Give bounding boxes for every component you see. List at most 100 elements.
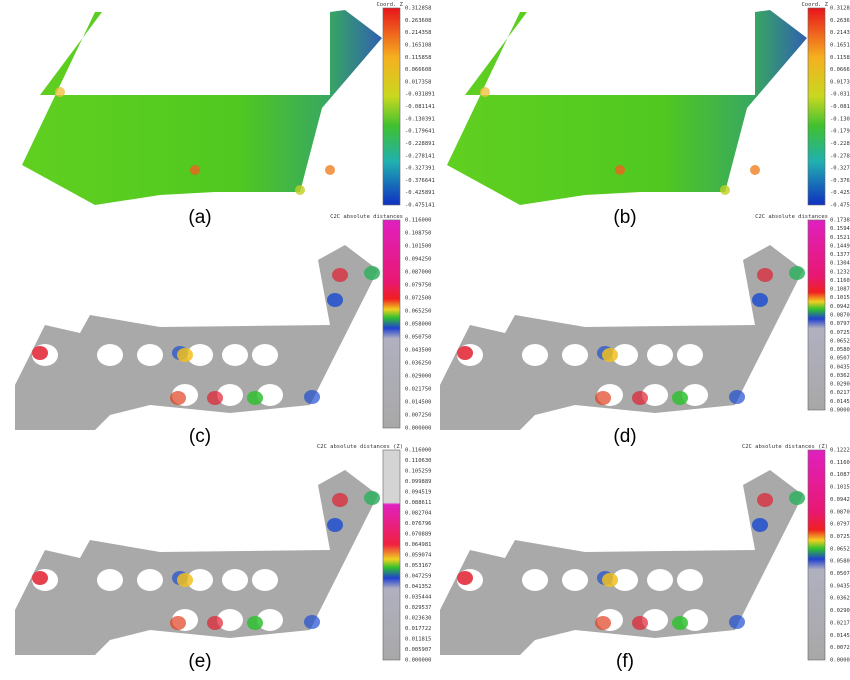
colorbar-label: 0.007250 — [405, 413, 432, 419]
colorbar-label: 0.036250 — [830, 373, 850, 379]
colorbar-label: -0.278141 — [830, 153, 850, 159]
colorbar-label: 0.007250 — [830, 645, 850, 651]
colorbar-label: 0.165108 — [405, 42, 432, 48]
colorbar-label: 0.014500 — [830, 633, 850, 639]
colorbar-label: -0.376641 — [405, 178, 435, 184]
colorbar-label: 0.000000 — [830, 408, 850, 414]
colorbar-label: 0.000000 — [405, 658, 432, 664]
arch-gap — [137, 344, 163, 366]
colorbar-label: -0.081141 — [830, 104, 850, 110]
colorbar-label: 0.029000 — [830, 608, 850, 614]
hotspot — [720, 185, 730, 195]
point-cloud — [15, 470, 378, 655]
point-cloud — [440, 245, 803, 430]
arch-gap — [252, 569, 278, 591]
colorbar-label: 0.116000 — [830, 460, 850, 466]
colorbar-label: 0.072500 — [830, 330, 850, 336]
colorbar-label: -0.130391 — [830, 116, 850, 122]
colorbar-label: 0.108750 — [830, 472, 850, 478]
deviation-patch — [177, 348, 193, 362]
colorbar-label: 0.087000 — [405, 270, 432, 276]
deviation-patch — [247, 391, 263, 405]
colorbar-label: 0.214358 — [405, 30, 432, 36]
colorbar-label: 0.014500 — [405, 400, 432, 406]
colorbar-label: 0.017722 — [405, 626, 432, 632]
panel-caption: (a) — [188, 207, 211, 228]
colorbar-label: 0.137702 — [830, 252, 850, 258]
colorbar-label: 0.065250 — [830, 338, 850, 344]
deviation-patch — [247, 616, 263, 630]
colorbar-label: -0.081141 — [405, 104, 435, 110]
colorbar-label: -0.425891 — [405, 190, 435, 196]
arch-gap — [137, 569, 163, 591]
figure: (a)Coord. Z0.3128580.2636080.2143580.165… — [0, 0, 850, 680]
colorbar-label: 0.144935 — [830, 243, 850, 249]
panel: (b)Coord. Z0.3128580.2636080.2143580.165… — [447, 2, 850, 228]
arch-gap — [677, 569, 703, 591]
colorbar-label: 0.043500 — [830, 583, 850, 589]
colorbar-label: 0.108750 — [405, 231, 432, 237]
deviation-patch — [752, 293, 768, 307]
deviation-patch — [170, 616, 186, 630]
colorbar-label: 0.101500 — [830, 485, 850, 491]
deviation-patch — [304, 390, 320, 404]
hotspot — [750, 165, 760, 175]
deviation-patch — [207, 616, 223, 630]
colorbar-label: 0.058000 — [830, 559, 850, 565]
colorbar-label: 0.312858 — [405, 6, 432, 12]
colorbar-label: 0.076796 — [405, 521, 432, 527]
colorbar-label: 0.041352 — [405, 584, 432, 590]
panel-caption: (f) — [616, 651, 634, 672]
panel-caption: (b) — [613, 207, 636, 228]
colorbar-label: 0.000000 — [830, 658, 850, 664]
arch-gap — [522, 569, 548, 591]
deviation-patch — [632, 616, 648, 630]
colorbar — [808, 220, 825, 410]
colorbar-label: 0.152169 — [830, 235, 850, 241]
colorbar-label: 0.110630 — [405, 458, 432, 464]
colorbar-label: 0.043500 — [405, 348, 432, 354]
colorbar-label: 0.072500 — [830, 534, 850, 540]
colorbar-label: 0.000000 — [405, 426, 432, 432]
colorbar-label: 0.065250 — [405, 309, 432, 315]
colorbar-label: -0.031891 — [405, 92, 435, 98]
hotspot — [190, 165, 200, 175]
colorbar-label: 0.087000 — [830, 313, 850, 319]
colorbar — [383, 450, 400, 660]
deviation-patch — [595, 616, 611, 630]
deviation-patch — [789, 266, 805, 280]
colorbar-label: 0.079750 — [830, 522, 850, 528]
colorbar-label: 0.036250 — [830, 596, 850, 602]
deviation-patch — [757, 268, 773, 282]
colorbar-label: 0.130468 — [830, 261, 850, 267]
colorbar-label: 0.101500 — [830, 295, 850, 301]
colorbar-label: 0.043500 — [830, 364, 850, 370]
deviation-patch — [170, 391, 186, 405]
colorbar-label: -0.179641 — [830, 129, 850, 135]
colorbar-title: C2C absolute distances (Z) — [317, 444, 403, 450]
colorbar-label: -0.425891 — [830, 190, 850, 196]
colorbar-label: 0.094250 — [405, 257, 432, 263]
colorbar-label: 0.011815 — [405, 637, 432, 643]
colorbar-label: 0.050750 — [830, 356, 850, 362]
colorbar-label: 0.094519 — [405, 490, 432, 496]
deviation-patch — [757, 493, 773, 507]
deviation-patch — [672, 616, 688, 630]
colorbar-label: 0.214358 — [830, 30, 850, 36]
hotspot — [55, 87, 65, 97]
point-cloud — [15, 245, 378, 430]
colorbar-label: 0.021750 — [405, 387, 432, 393]
hotspot — [480, 87, 490, 97]
colorbar-label: -0.228891 — [405, 141, 435, 147]
deviation-patch — [32, 346, 48, 360]
point-cloud — [447, 10, 807, 205]
hotspot — [615, 165, 625, 175]
arch-gap — [562, 569, 588, 591]
colorbar-label: -0.228891 — [830, 141, 850, 147]
colorbar-label: 0.005907 — [405, 647, 432, 653]
panel-caption: (d) — [613, 426, 636, 447]
colorbar-label: 0.050750 — [405, 335, 432, 341]
colorbar-label: -0.475141 — [830, 203, 850, 209]
colorbar-label: 0.099889 — [405, 479, 432, 485]
deviation-patch — [752, 518, 768, 532]
